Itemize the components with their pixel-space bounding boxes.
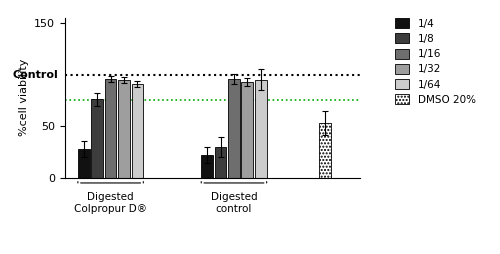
Bar	[228, 79, 240, 178]
Text: Digested: Digested	[88, 192, 134, 202]
Y-axis label: %cell viability: %cell viability	[18, 59, 28, 136]
Bar	[255, 80, 266, 178]
Bar	[214, 147, 226, 178]
Bar	[104, 79, 117, 178]
Text: Control: Control	[12, 70, 58, 80]
Legend: 1/4, 1/8, 1/16, 1/32, 1/64, DMSO 20%: 1/4, 1/8, 1/16, 1/32, 1/64, DMSO 20%	[392, 15, 478, 108]
Text: Digested: Digested	[210, 192, 258, 202]
Bar	[118, 80, 130, 178]
Bar	[92, 99, 103, 178]
Bar	[132, 84, 143, 178]
Bar	[78, 149, 90, 178]
Text: Colpropur D®: Colpropur D®	[74, 204, 147, 214]
Bar	[242, 82, 254, 178]
Bar	[319, 123, 331, 178]
Bar	[201, 155, 213, 178]
Text: control: control	[216, 204, 252, 214]
